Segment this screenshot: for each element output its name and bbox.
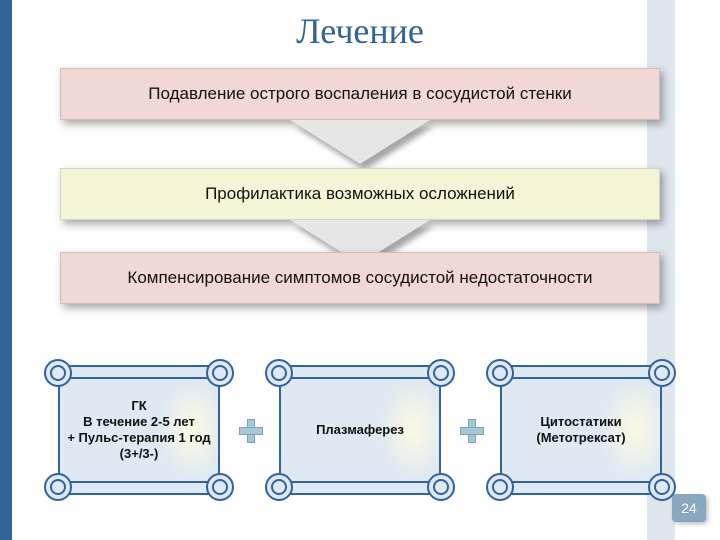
scroll-3-text: Цитостатики (Метотрексат) — [536, 414, 625, 447]
plus-icon-1 — [239, 419, 261, 441]
scroll-1-curl-bl — [44, 473, 72, 501]
scroll-2-text: Плазмаферез — [316, 422, 404, 438]
scroll-2: Плазмаферез — [271, 355, 449, 505]
scroll-3-curl-tl — [486, 359, 514, 387]
scroll-3-bar-top — [494, 365, 668, 379]
scroll-2-bar-bot — [273, 481, 447, 495]
scroll-1: ГК В течение 2-5 лет + Пульс-терапия 1 г… — [50, 355, 228, 505]
stage-3: Компенсирование симптомов сосудистой нед… — [60, 252, 660, 304]
scroll-1-text: ГК В течение 2-5 лет + Пульс-терапия 1 г… — [64, 398, 214, 463]
scroll-3: Цитостатики (Метотрексат) — [492, 355, 670, 505]
scrolls-row: ГК В течение 2-5 лет + Пульс-терапия 1 г… — [50, 350, 670, 510]
scroll-3-curl-tr — [648, 359, 676, 387]
scroll-1-curl-tr — [206, 359, 234, 387]
arrow-1 — [290, 120, 430, 164]
stage-1-box: Подавление острого воспаления в сосудист… — [60, 68, 660, 120]
scroll-2-bar-top — [273, 365, 447, 379]
scroll-1-curl-br — [206, 473, 234, 501]
stage-3-box: Компенсирование симптомов сосудистой нед… — [60, 252, 660, 304]
stage-1: Подавление острого воспаления в сосудист… — [60, 68, 660, 120]
scroll-3-curl-br — [648, 473, 676, 501]
scroll-3-bar-bot — [494, 481, 668, 495]
scroll-2-curl-tl — [265, 359, 293, 387]
stage-2-box: Профилактика возможных осложнений — [60, 168, 660, 220]
scroll-2-curl-bl — [265, 473, 293, 501]
page-number-badge: 24 — [672, 494, 706, 522]
scroll-2-curl-tr — [427, 359, 455, 387]
scroll-1-curl-tl — [44, 359, 72, 387]
page-title: Лечение — [0, 10, 720, 52]
stage-2: Профилактика возможных осложнений — [60, 168, 660, 220]
plus-icon-2 — [460, 419, 482, 441]
scroll-3-curl-bl — [486, 473, 514, 501]
scroll-1-bar-bot — [52, 481, 226, 495]
scroll-2-curl-br — [427, 473, 455, 501]
left-rail — [0, 0, 12, 540]
scroll-1-bar-top — [52, 365, 226, 379]
